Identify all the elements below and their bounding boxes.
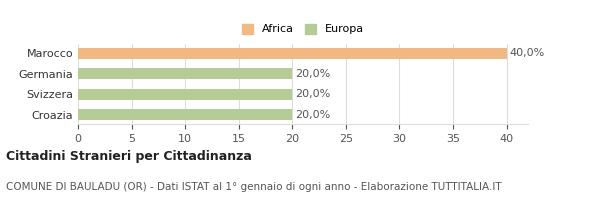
Text: COMUNE DI BAULADU (OR) - Dati ISTAT al 1° gennaio di ogni anno - Elaborazione TU: COMUNE DI BAULADU (OR) - Dati ISTAT al 1… [6,182,502,192]
Bar [78,89,292,100]
Bar [78,48,506,59]
Text: 20,0%: 20,0% [296,110,331,120]
Text: Cittadini Stranieri per Cittadinanza: Cittadini Stranieri per Cittadinanza [6,150,252,163]
Text: 40,0%: 40,0% [510,48,545,58]
Text: 20,0%: 20,0% [296,69,331,79]
Bar [78,68,292,79]
Text: 20,0%: 20,0% [296,89,331,99]
Legend: Africa, Europa: Africa, Europa [238,19,368,39]
Bar [78,109,292,120]
